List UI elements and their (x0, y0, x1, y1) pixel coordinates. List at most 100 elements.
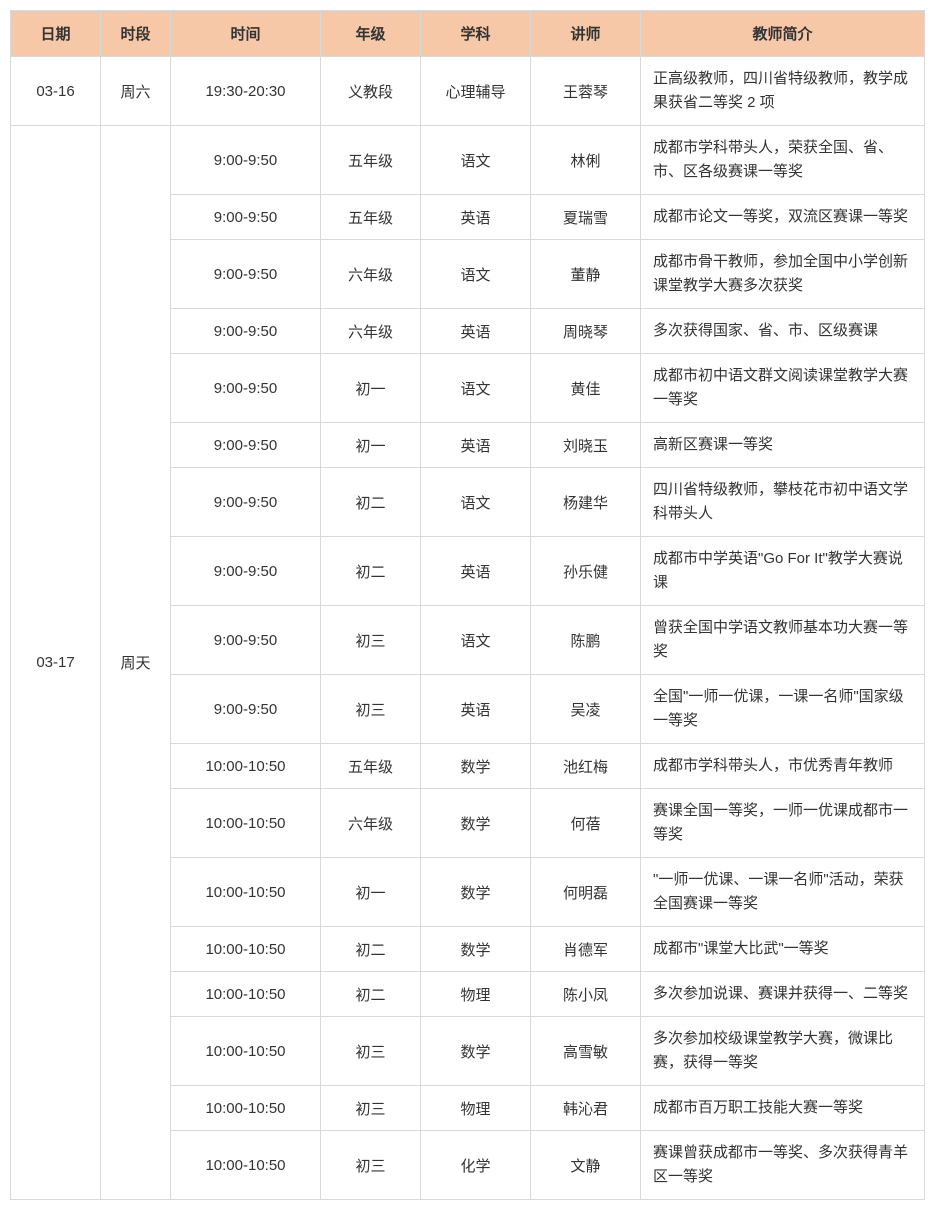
cell-grade: 五年级 (321, 126, 421, 195)
cell-grade: 六年级 (321, 309, 421, 354)
cell-subject: 化学 (421, 1131, 531, 1200)
cell-intro: 成都市"课堂大比武"一等奖 (641, 927, 925, 972)
cell-subject: 英语 (421, 675, 531, 744)
cell-grade: 初三 (321, 1131, 421, 1200)
cell-time: 9:00-9:50 (171, 195, 321, 240)
cell-grade: 初一 (321, 354, 421, 423)
table-row: 03-16周六19:30-20:30义教段心理辅导王蓉琴正高级教师，四川省特级教… (11, 57, 925, 126)
cell-grade: 五年级 (321, 195, 421, 240)
header-subject: 学科 (421, 11, 531, 57)
cell-grade: 六年级 (321, 789, 421, 858)
cell-date: 03-16 (11, 57, 101, 126)
cell-subject: 英语 (421, 309, 531, 354)
cell-intro: 成都市百万职工技能大赛一等奖 (641, 1086, 925, 1131)
cell-grade: 初一 (321, 423, 421, 468)
cell-teacher: 杨建华 (531, 468, 641, 537)
cell-subject: 英语 (421, 423, 531, 468)
cell-teacher: 肖德军 (531, 927, 641, 972)
cell-grade: 初三 (321, 1017, 421, 1086)
cell-intro: "一师一优课、一课一名师"活动，荣获全国赛课一等奖 (641, 858, 925, 927)
cell-intro: 四川省特级教师，攀枝花市初中语文学科带头人 (641, 468, 925, 537)
cell-subject: 语文 (421, 468, 531, 537)
cell-teacher: 黄佳 (531, 354, 641, 423)
cell-subject: 数学 (421, 927, 531, 972)
cell-time: 10:00-10:50 (171, 927, 321, 972)
table-row: 03-17周天9:00-9:50五年级语文林俐成都市学科带头人，荣获全国、省、市… (11, 126, 925, 195)
cell-subject: 语文 (421, 126, 531, 195)
cell-teacher: 董静 (531, 240, 641, 309)
cell-teacher: 池红梅 (531, 744, 641, 789)
cell-time: 10:00-10:50 (171, 1017, 321, 1086)
cell-teacher: 刘晓玉 (531, 423, 641, 468)
cell-grade: 初二 (321, 468, 421, 537)
cell-intro: 多次获得国家、省、市、区级赛课 (641, 309, 925, 354)
cell-time: 10:00-10:50 (171, 744, 321, 789)
cell-teacher: 何蓓 (531, 789, 641, 858)
cell-subject: 数学 (421, 1017, 531, 1086)
cell-subject: 英语 (421, 195, 531, 240)
cell-grade: 初三 (321, 606, 421, 675)
cell-subject: 数学 (421, 858, 531, 927)
header-teacher: 讲师 (531, 11, 641, 57)
cell-teacher: 林俐 (531, 126, 641, 195)
cell-grade: 初二 (321, 537, 421, 606)
cell-grade: 初三 (321, 675, 421, 744)
cell-subject: 语文 (421, 240, 531, 309)
cell-grade: 初二 (321, 927, 421, 972)
header-time: 时间 (171, 11, 321, 57)
cell-time: 10:00-10:50 (171, 1131, 321, 1200)
cell-teacher: 周晓琴 (531, 309, 641, 354)
cell-time: 10:00-10:50 (171, 972, 321, 1017)
cell-intro: 高新区赛课一等奖 (641, 423, 925, 468)
cell-teacher: 吴凌 (531, 675, 641, 744)
cell-time: 9:00-9:50 (171, 675, 321, 744)
cell-grade: 六年级 (321, 240, 421, 309)
cell-subject: 语文 (421, 606, 531, 675)
cell-time: 9:00-9:50 (171, 468, 321, 537)
cell-time: 10:00-10:50 (171, 1086, 321, 1131)
cell-time: 9:00-9:50 (171, 537, 321, 606)
header-intro: 教师简介 (641, 11, 925, 57)
cell-intro: 正高级教师，四川省特级教师，教学成果获省二等奖 2 项 (641, 57, 925, 126)
cell-teacher: 夏瑞雪 (531, 195, 641, 240)
cell-teacher: 陈小凤 (531, 972, 641, 1017)
cell-period: 周天 (101, 126, 171, 1200)
cell-grade: 初二 (321, 972, 421, 1017)
cell-time: 9:00-9:50 (171, 126, 321, 195)
cell-teacher: 韩沁君 (531, 1086, 641, 1131)
cell-intro: 成都市论文一等奖，双流区赛课一等奖 (641, 195, 925, 240)
cell-subject: 数学 (421, 789, 531, 858)
cell-period: 周六 (101, 57, 171, 126)
cell-subject: 语文 (421, 354, 531, 423)
cell-time: 19:30-20:30 (171, 57, 321, 126)
cell-date: 03-17 (11, 126, 101, 1200)
cell-intro: 多次参加说课、赛课并获得一、二等奖 (641, 972, 925, 1017)
cell-time: 9:00-9:50 (171, 309, 321, 354)
cell-teacher: 文静 (531, 1131, 641, 1200)
cell-teacher: 高雪敏 (531, 1017, 641, 1086)
cell-time: 10:00-10:50 (171, 858, 321, 927)
header-period: 时段 (101, 11, 171, 57)
cell-time: 9:00-9:50 (171, 423, 321, 468)
cell-grade: 初三 (321, 1086, 421, 1131)
cell-intro: 成都市中学英语"Go For It"教学大赛说课 (641, 537, 925, 606)
cell-time: 9:00-9:50 (171, 240, 321, 309)
header-date: 日期 (11, 11, 101, 57)
cell-intro: 曾获全国中学语文教师基本功大赛一等奖 (641, 606, 925, 675)
cell-intro: 多次参加校级课堂教学大赛，微课比赛，获得一等奖 (641, 1017, 925, 1086)
cell-grade: 五年级 (321, 744, 421, 789)
schedule-table: 日期 时段 时间 年级 学科 讲师 教师简介 03-16周六19:30-20:3… (10, 10, 925, 1200)
cell-intro: 全国"一师一优课，一课一名师"国家级一等奖 (641, 675, 925, 744)
header-row: 日期 时段 时间 年级 学科 讲师 教师简介 (11, 11, 925, 57)
cell-intro: 成都市学科带头人，市优秀青年教师 (641, 744, 925, 789)
header-grade: 年级 (321, 11, 421, 57)
cell-time: 10:00-10:50 (171, 789, 321, 858)
cell-teacher: 何明磊 (531, 858, 641, 927)
cell-subject: 物理 (421, 1086, 531, 1131)
cell-grade: 初一 (321, 858, 421, 927)
cell-intro: 成都市学科带头人，荣获全国、省、市、区各级赛课一等奖 (641, 126, 925, 195)
cell-teacher: 陈鹏 (531, 606, 641, 675)
cell-subject: 英语 (421, 537, 531, 606)
cell-teacher: 王蓉琴 (531, 57, 641, 126)
cell-intro: 赛课全国一等奖，一师一优课成都市一等奖 (641, 789, 925, 858)
